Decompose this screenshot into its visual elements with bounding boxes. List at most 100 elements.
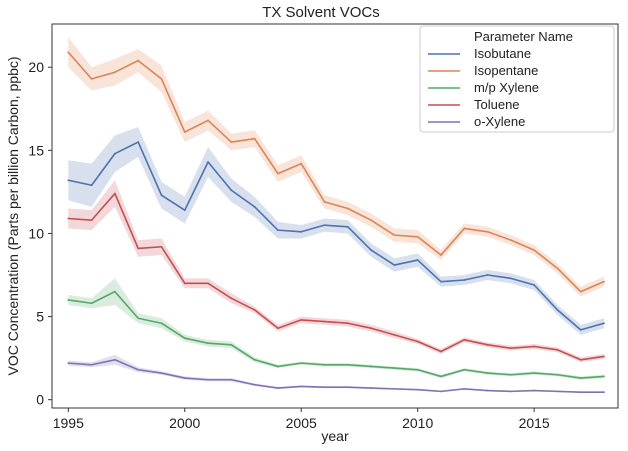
point-series-3 [160, 245, 163, 248]
point-series-1 [323, 200, 326, 203]
point-series-2 [370, 365, 372, 368]
point-series-0 [440, 280, 442, 283]
point-series-4 [416, 388, 419, 391]
point-series-2 [509, 373, 512, 376]
y-axis-title: VOC Concentration (Parts per billion Car… [5, 56, 21, 375]
point-series-4 [137, 368, 140, 371]
x-tick-label: 2010 [402, 415, 433, 431]
point-series-4 [90, 363, 93, 366]
point-series-1 [230, 141, 233, 143]
point-series-2 [230, 343, 233, 346]
series-lines [67, 51, 605, 394]
point-series-3 [183, 282, 186, 285]
point-series-4 [230, 378, 233, 381]
point-series-2 [603, 375, 605, 378]
point-series-4 [393, 387, 396, 390]
point-series-1 [207, 119, 209, 122]
point-series-0 [370, 249, 372, 251]
legend-label-4: o-Xylene [474, 114, 525, 129]
legend-label-1: Isopentane [474, 63, 538, 78]
x-tick-label: 2005 [286, 415, 317, 431]
point-series-3 [277, 327, 279, 330]
point-series-0 [463, 279, 466, 281]
point-series-1 [160, 77, 163, 80]
point-series-0 [579, 328, 582, 331]
plot-frame [51, 23, 619, 409]
x-axis-ticks: 1995 2000 2005 2010 2015 [53, 408, 550, 431]
point-series-0 [183, 209, 186, 212]
point-series-3 [90, 219, 93, 222]
point-series-4 [440, 390, 442, 393]
y-tick-label: 0 [36, 392, 44, 408]
point-series-3 [370, 327, 372, 330]
y-tick-label: 5 [36, 309, 44, 325]
point-series-2 [67, 299, 70, 301]
point-series-4 [579, 391, 582, 394]
point-series-2 [323, 363, 326, 366]
chart-title: TX Solvent VOCs [262, 4, 380, 21]
point-series-4 [160, 372, 163, 374]
point-series-2 [579, 377, 582, 379]
point-series-1 [603, 280, 605, 283]
x-tick-label: 1995 [53, 415, 84, 431]
band-series-4 [68, 354, 605, 394]
legend: Parameter Name Isobutane Isopentane m/p Xy… [419, 25, 615, 133]
point-series-3 [440, 350, 442, 353]
point-series-3 [463, 338, 466, 341]
legend-box [419, 25, 615, 133]
point-series-0 [137, 141, 140, 143]
point-series-0 [346, 225, 349, 228]
point-series-2 [183, 337, 186, 340]
point-series-3 [253, 309, 256, 311]
legend-label-3: Toluene [474, 97, 520, 112]
point-series-0 [207, 161, 209, 163]
point-series-2 [556, 373, 559, 376]
point-series-4 [113, 358, 116, 361]
point-series-2 [277, 365, 279, 368]
point-series-1 [67, 51, 70, 54]
point-series-1 [346, 207, 349, 210]
point-series-3 [230, 297, 233, 300]
point-series-0 [486, 274, 489, 276]
point-series-0 [253, 205, 256, 208]
point-series-3 [393, 333, 396, 336]
point-series-1 [113, 71, 116, 74]
point-series-2 [253, 358, 256, 361]
point-series-4 [253, 383, 256, 386]
band-series-1 [68, 37, 605, 297]
point-series-0 [416, 259, 419, 261]
x-tick-label: 2000 [169, 415, 200, 431]
point-series-1 [277, 172, 279, 175]
point-series-0 [603, 322, 605, 325]
point-series-3 [113, 192, 116, 195]
point-series-3 [137, 247, 140, 250]
point-series-1 [300, 162, 303, 165]
point-series-4 [346, 386, 349, 389]
point-series-4 [533, 389, 536, 392]
point-series-0 [67, 179, 70, 182]
point-series-4 [486, 389, 489, 392]
point-series-1 [253, 137, 256, 140]
line-series-3 [68, 192, 605, 361]
point-series-1 [416, 235, 419, 238]
point-series-4 [556, 390, 559, 393]
point-series-1 [183, 131, 186, 133]
point-series-2 [463, 368, 466, 371]
point-series-2 [90, 302, 93, 305]
point-series-3 [323, 320, 326, 323]
point-series-3 [533, 345, 536, 348]
point-series-0 [277, 229, 279, 232]
point-series-2 [113, 290, 116, 293]
legend-entries: Isobutane Isopentane m/p Xylene Toluene o-Xy… [428, 46, 539, 129]
legend-label-0: Isobutane [474, 46, 531, 61]
point-series-4 [277, 387, 279, 389]
point-series-3 [346, 322, 349, 325]
band-series-3 [68, 180, 605, 363]
point-series-3 [67, 217, 70, 220]
x-tick-label: 2015 [519, 415, 550, 431]
point-series-2 [346, 363, 349, 366]
confidence-bands [68, 37, 605, 394]
point-series-4 [603, 391, 605, 394]
point-series-1 [137, 59, 140, 62]
line-series-4 [68, 358, 605, 394]
